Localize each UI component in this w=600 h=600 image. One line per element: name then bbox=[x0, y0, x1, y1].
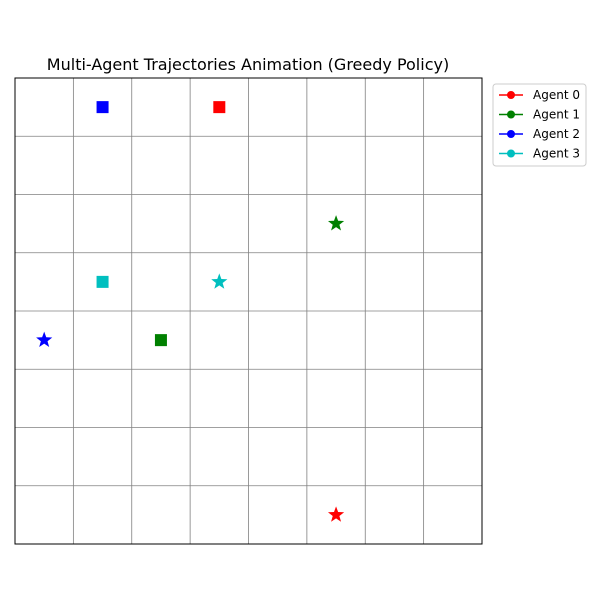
legend-marker-agent-1 bbox=[507, 110, 515, 119]
chart-title: Multi-Agent Trajectories Animation (Gree… bbox=[47, 55, 449, 74]
agent-0-goal-star bbox=[327, 506, 345, 522]
legend-label-agent-1: Agent 1 bbox=[533, 108, 580, 122]
plot-area-frame bbox=[14, 77, 483, 545]
legend-label-agent-0: Agent 0 bbox=[533, 88, 580, 102]
legend-label-agent-3: Agent 3 bbox=[533, 147, 580, 161]
agent-2-goal-star bbox=[36, 331, 53, 347]
legend-marker-agent-0 bbox=[507, 91, 515, 99]
legend-marker-agent-3 bbox=[507, 149, 515, 158]
legend-frame bbox=[492, 83, 587, 167]
agent-1-position-marker bbox=[154, 334, 167, 347]
agent-0-position-marker bbox=[213, 101, 226, 114]
legend: Agent 0 Agent 1 Agent 2 Agent 3 bbox=[492, 83, 587, 167]
agent-markers bbox=[36, 101, 345, 522]
agent-1-goal-star bbox=[327, 215, 345, 231]
legend-marker-agent-2 bbox=[507, 130, 515, 138]
agent-3-position-marker bbox=[96, 275, 109, 288]
agent-2-position-marker bbox=[96, 101, 109, 114]
grid bbox=[15, 78, 482, 544]
agent-3-goal-star bbox=[211, 273, 228, 289]
legend-label-agent-2: Agent 2 bbox=[533, 127, 580, 141]
